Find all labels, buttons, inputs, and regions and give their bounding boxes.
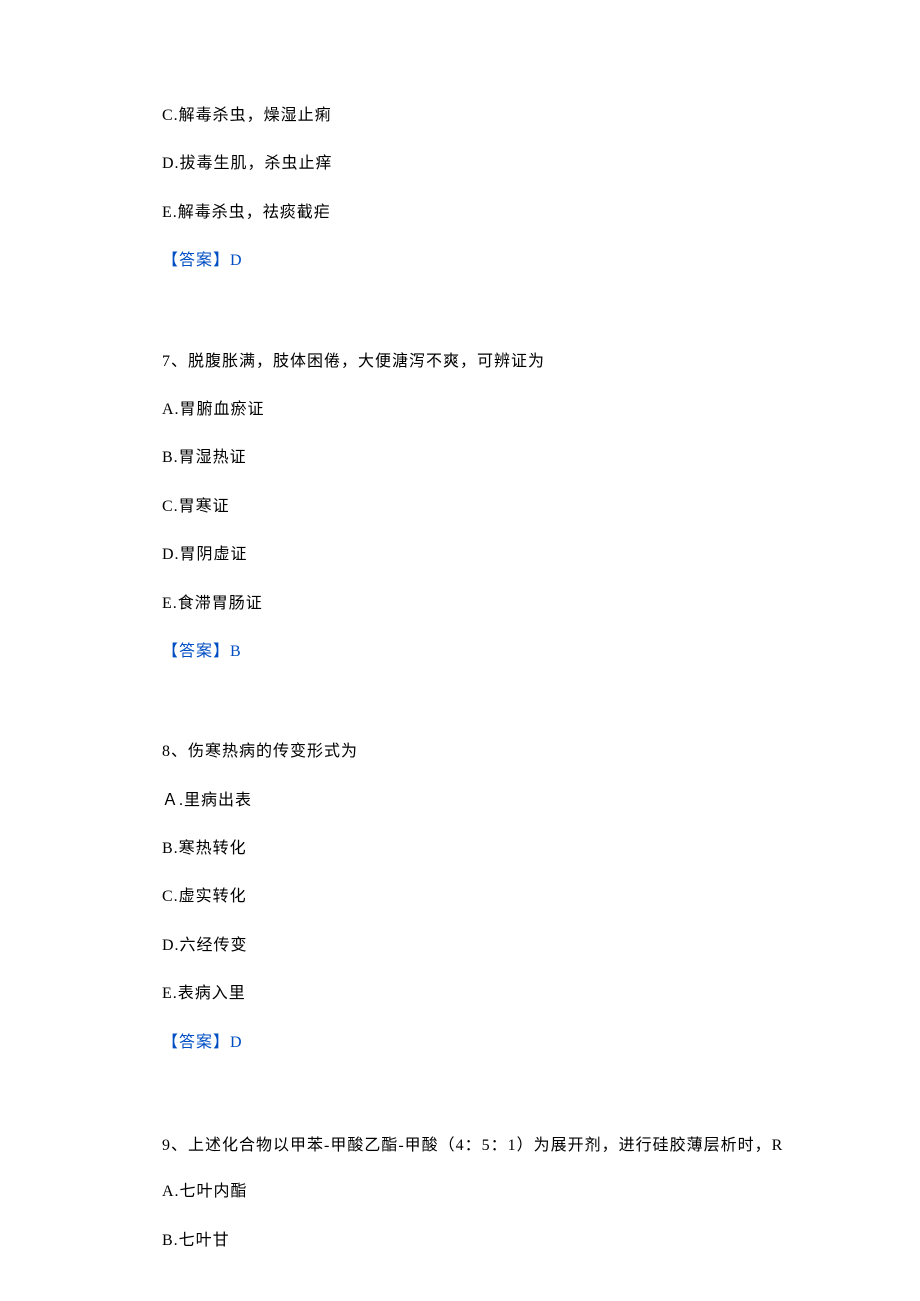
q6-option-e: E.解毒杀虫，祛痰截疟: [162, 202, 800, 224]
q8-option-d: D.六经传变: [162, 935, 800, 957]
q8-answer: 【答案】D: [162, 1032, 800, 1054]
gap-8-9: [162, 1080, 800, 1132]
q8-question: 8、伤寒热病的传变形式为: [162, 741, 800, 763]
gap-7-8: [162, 689, 800, 741]
q9-option-b: B.七叶甘: [162, 1230, 800, 1252]
q9-option-a: A.七叶内酯: [162, 1181, 800, 1203]
q8-option-a: Ａ.里病出表: [162, 790, 800, 812]
q8-option-c: C.虚实转化: [162, 886, 800, 908]
q8-option-b: B.寒热转化: [162, 838, 800, 860]
q6-answer: 【答案】D: [162, 250, 800, 272]
q7-option-b: B.胃湿热证: [162, 447, 800, 469]
q7-question: 7、脱腹胀满，肢体困倦，大便溏泻不爽，可辨证为: [162, 351, 800, 373]
q6-option-d: D.拔毒生肌，杀虫止痒: [162, 153, 800, 175]
q7-option-a: A.胃腑血瘀证: [162, 399, 800, 421]
gap-6-7: [162, 299, 800, 351]
q7-option-c: C.胃寒证: [162, 496, 800, 518]
q9-question: 9、上述化合物以甲苯-甲酸乙酯-甲酸（4：5：1）为展开剂，进行硅胶薄层析时，R: [162, 1132, 800, 1159]
q7-answer: 【答案】B: [162, 641, 800, 663]
q7-option-d: D.胃阴虚证: [162, 544, 800, 566]
q7-option-e: E.食滞胃肠证: [162, 593, 800, 615]
q6-option-c: C.解毒杀虫，燥湿止痢: [162, 105, 800, 127]
q8-option-e: E.表病入里: [162, 983, 800, 1005]
